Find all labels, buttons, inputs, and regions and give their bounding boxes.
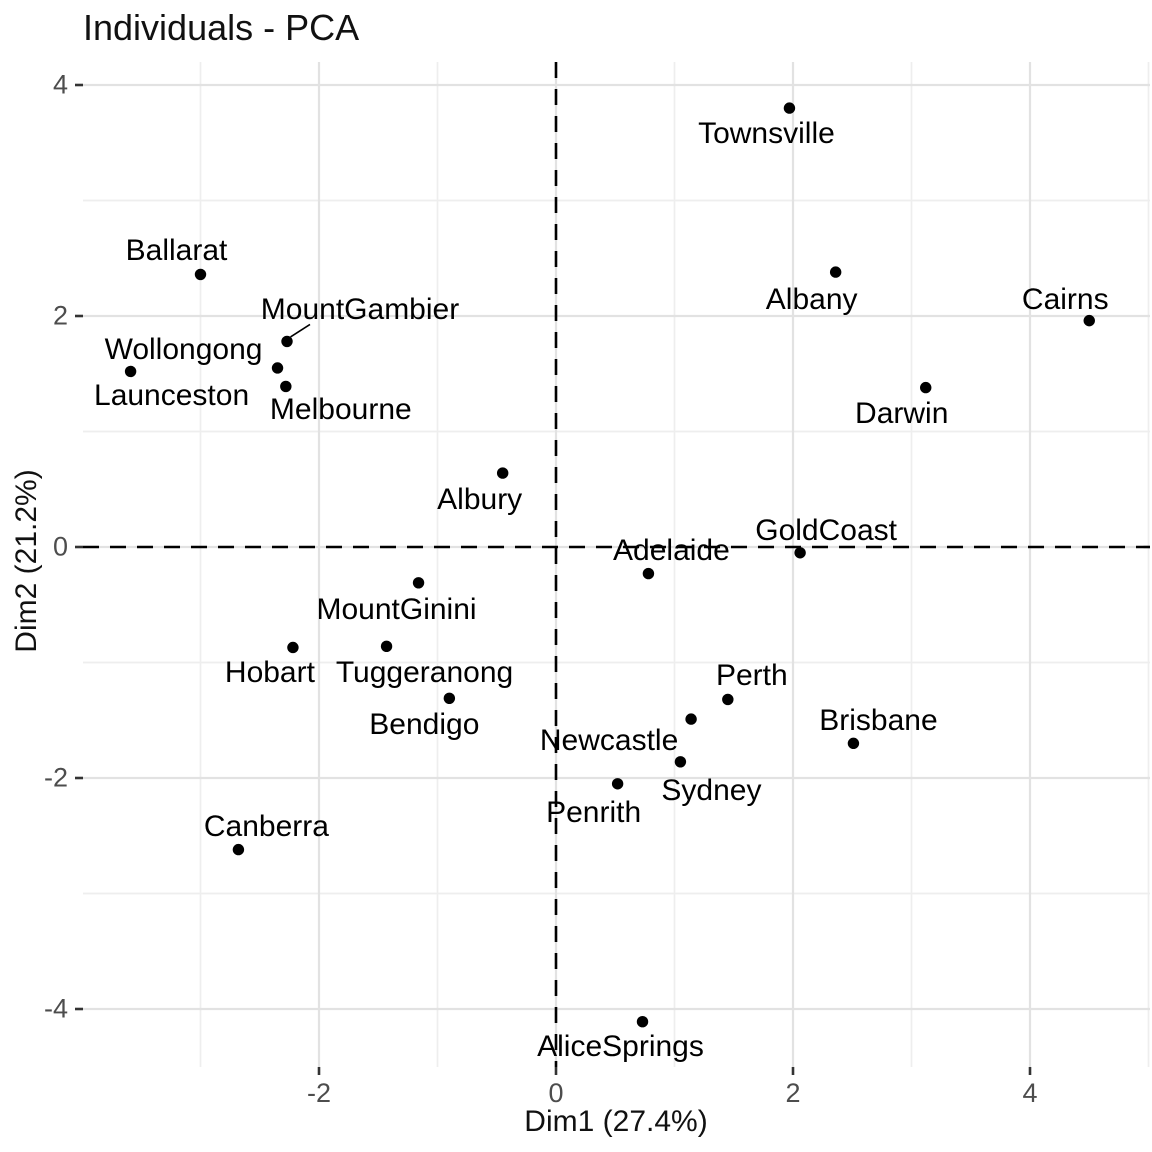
y-axis-title: Dim2 (21.2%) — [10, 469, 43, 653]
leader-line — [290, 323, 311, 338]
point-label: Tuggeranong — [335, 656, 514, 690]
data-point — [783, 102, 796, 114]
data-points — [124, 102, 1095, 1028]
data-point — [829, 266, 842, 278]
data-point — [674, 756, 687, 768]
point-label: Wollongong — [104, 332, 263, 366]
point-label: Perth — [715, 659, 788, 693]
x-tick-label: -2 — [306, 1078, 332, 1108]
data-point — [281, 335, 293, 348]
data-point — [847, 737, 860, 750]
data-point — [496, 467, 509, 479]
y-tick-label: 4 — [52, 69, 68, 100]
y-tick-label: 2 — [52, 300, 68, 331]
point-label: Adelaide — [613, 533, 730, 567]
x-tick-label: 0 — [548, 1078, 564, 1108]
data-point — [280, 380, 292, 393]
y-tick-label: -2 — [43, 762, 68, 793]
point-label: Melbourne — [269, 393, 412, 427]
data-point — [443, 692, 456, 705]
point-label: Albury — [437, 483, 523, 517]
point-label: Brisbane — [819, 704, 938, 738]
data-point — [685, 713, 697, 725]
data-point — [232, 843, 245, 856]
point-label: Canberra — [203, 809, 329, 843]
data-point — [271, 362, 284, 374]
point-label: Bendigo — [369, 708, 480, 742]
point-label: GoldCoast — [755, 513, 897, 547]
point-label: Albany — [765, 283, 858, 317]
data-point — [794, 547, 806, 559]
label-leader-lines — [290, 323, 311, 338]
x-tick-label: 4 — [1022, 1078, 1038, 1108]
axis-tick-marks — [75, 83, 1032, 1075]
data-point — [287, 641, 299, 654]
y-tick-label: 0 — [52, 531, 68, 562]
y-tick-label: -4 — [43, 993, 68, 1024]
data-point — [642, 567, 655, 580]
point-label: Newcastle — [539, 724, 679, 758]
data-point — [124, 365, 137, 378]
point-label: Cairns — [1021, 282, 1109, 316]
point-label: Darwin — [855, 396, 949, 430]
point-label: MountGinini — [316, 592, 477, 626]
dashed-reference-lines — [83, 62, 1150, 1067]
point-label: Townsville — [698, 117, 835, 151]
data-point — [380, 640, 393, 653]
data-point — [412, 577, 425, 589]
point-label: Ballarat — [125, 234, 228, 268]
data-point — [636, 1016, 649, 1028]
x-tick-label: 2 — [785, 1078, 801, 1108]
plot-title: Individuals - PCA — [83, 7, 360, 48]
point-label: Sydney — [661, 773, 762, 807]
data-point — [1083, 314, 1095, 327]
data-point — [611, 778, 624, 790]
x-axis-title: Dim1 (27.4%) — [524, 1105, 708, 1138]
point-label: Launceston — [94, 379, 250, 413]
point-label: Hobart — [224, 656, 315, 690]
point-label: AliceSprings — [537, 1029, 704, 1063]
grid-minor-lines — [83, 62, 1150, 1067]
point-label: Penrith — [546, 795, 642, 829]
point-label: MountGambier — [260, 293, 460, 327]
data-point — [722, 693, 734, 706]
data-point — [920, 381, 932, 394]
data-point — [194, 268, 207, 281]
